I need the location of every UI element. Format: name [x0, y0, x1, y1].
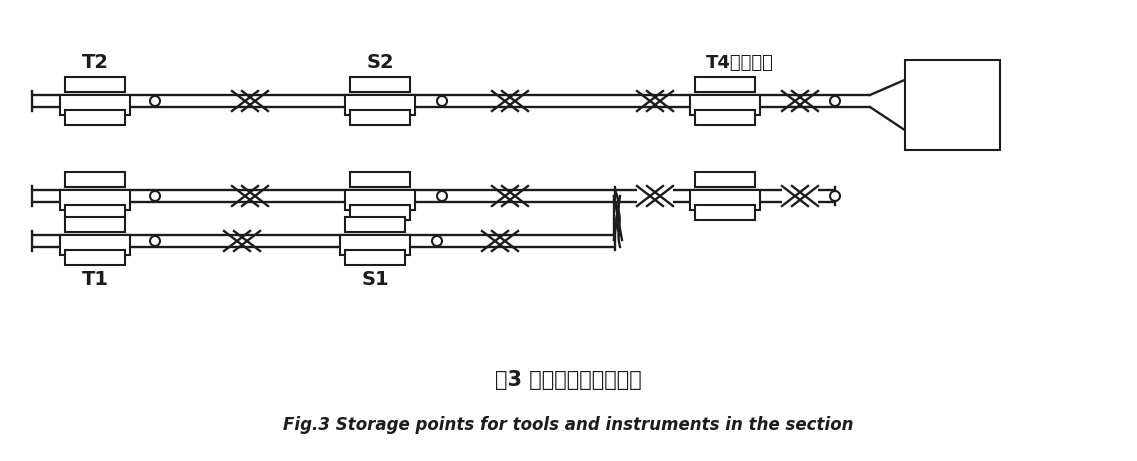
Bar: [340, 235, 410, 255]
Text: 图3 区间内工器具存放点: 图3 区间内工器具存放点: [495, 370, 642, 390]
Text: 车辆: 车辆: [940, 85, 965, 105]
Bar: [65, 217, 125, 232]
Bar: [60, 235, 130, 255]
Bar: [350, 172, 410, 187]
Text: 基地: 基地: [940, 108, 965, 128]
Bar: [350, 77, 410, 92]
Bar: [690, 190, 760, 210]
Text: Fig.3 Storage points for tools and instruments in the section: Fig.3 Storage points for tools and instr…: [283, 416, 854, 434]
Circle shape: [437, 96, 447, 106]
Bar: [345, 95, 415, 115]
Bar: [345, 250, 405, 265]
Bar: [65, 110, 125, 125]
Bar: [65, 172, 125, 187]
Text: T1: T1: [82, 270, 108, 289]
Bar: [695, 172, 755, 187]
Bar: [345, 190, 415, 210]
Circle shape: [830, 191, 840, 201]
Bar: [345, 217, 405, 232]
Bar: [350, 110, 410, 125]
Circle shape: [150, 191, 160, 201]
Circle shape: [432, 236, 442, 246]
Text: S1: S1: [362, 270, 389, 289]
Bar: [695, 205, 755, 220]
Bar: [350, 205, 410, 220]
Text: S2: S2: [366, 53, 393, 72]
Bar: [695, 110, 755, 125]
Bar: [65, 250, 125, 265]
Circle shape: [830, 96, 840, 106]
Text: T4（预留）: T4（预留）: [706, 54, 774, 72]
Bar: [65, 205, 125, 220]
Bar: [65, 77, 125, 92]
Bar: [60, 190, 130, 210]
Bar: [690, 95, 760, 115]
Bar: [905, 60, 1001, 150]
Bar: [60, 95, 130, 115]
Circle shape: [150, 236, 160, 246]
Circle shape: [150, 96, 160, 106]
Text: T2: T2: [82, 53, 108, 72]
Bar: [695, 77, 755, 92]
Circle shape: [437, 191, 447, 201]
